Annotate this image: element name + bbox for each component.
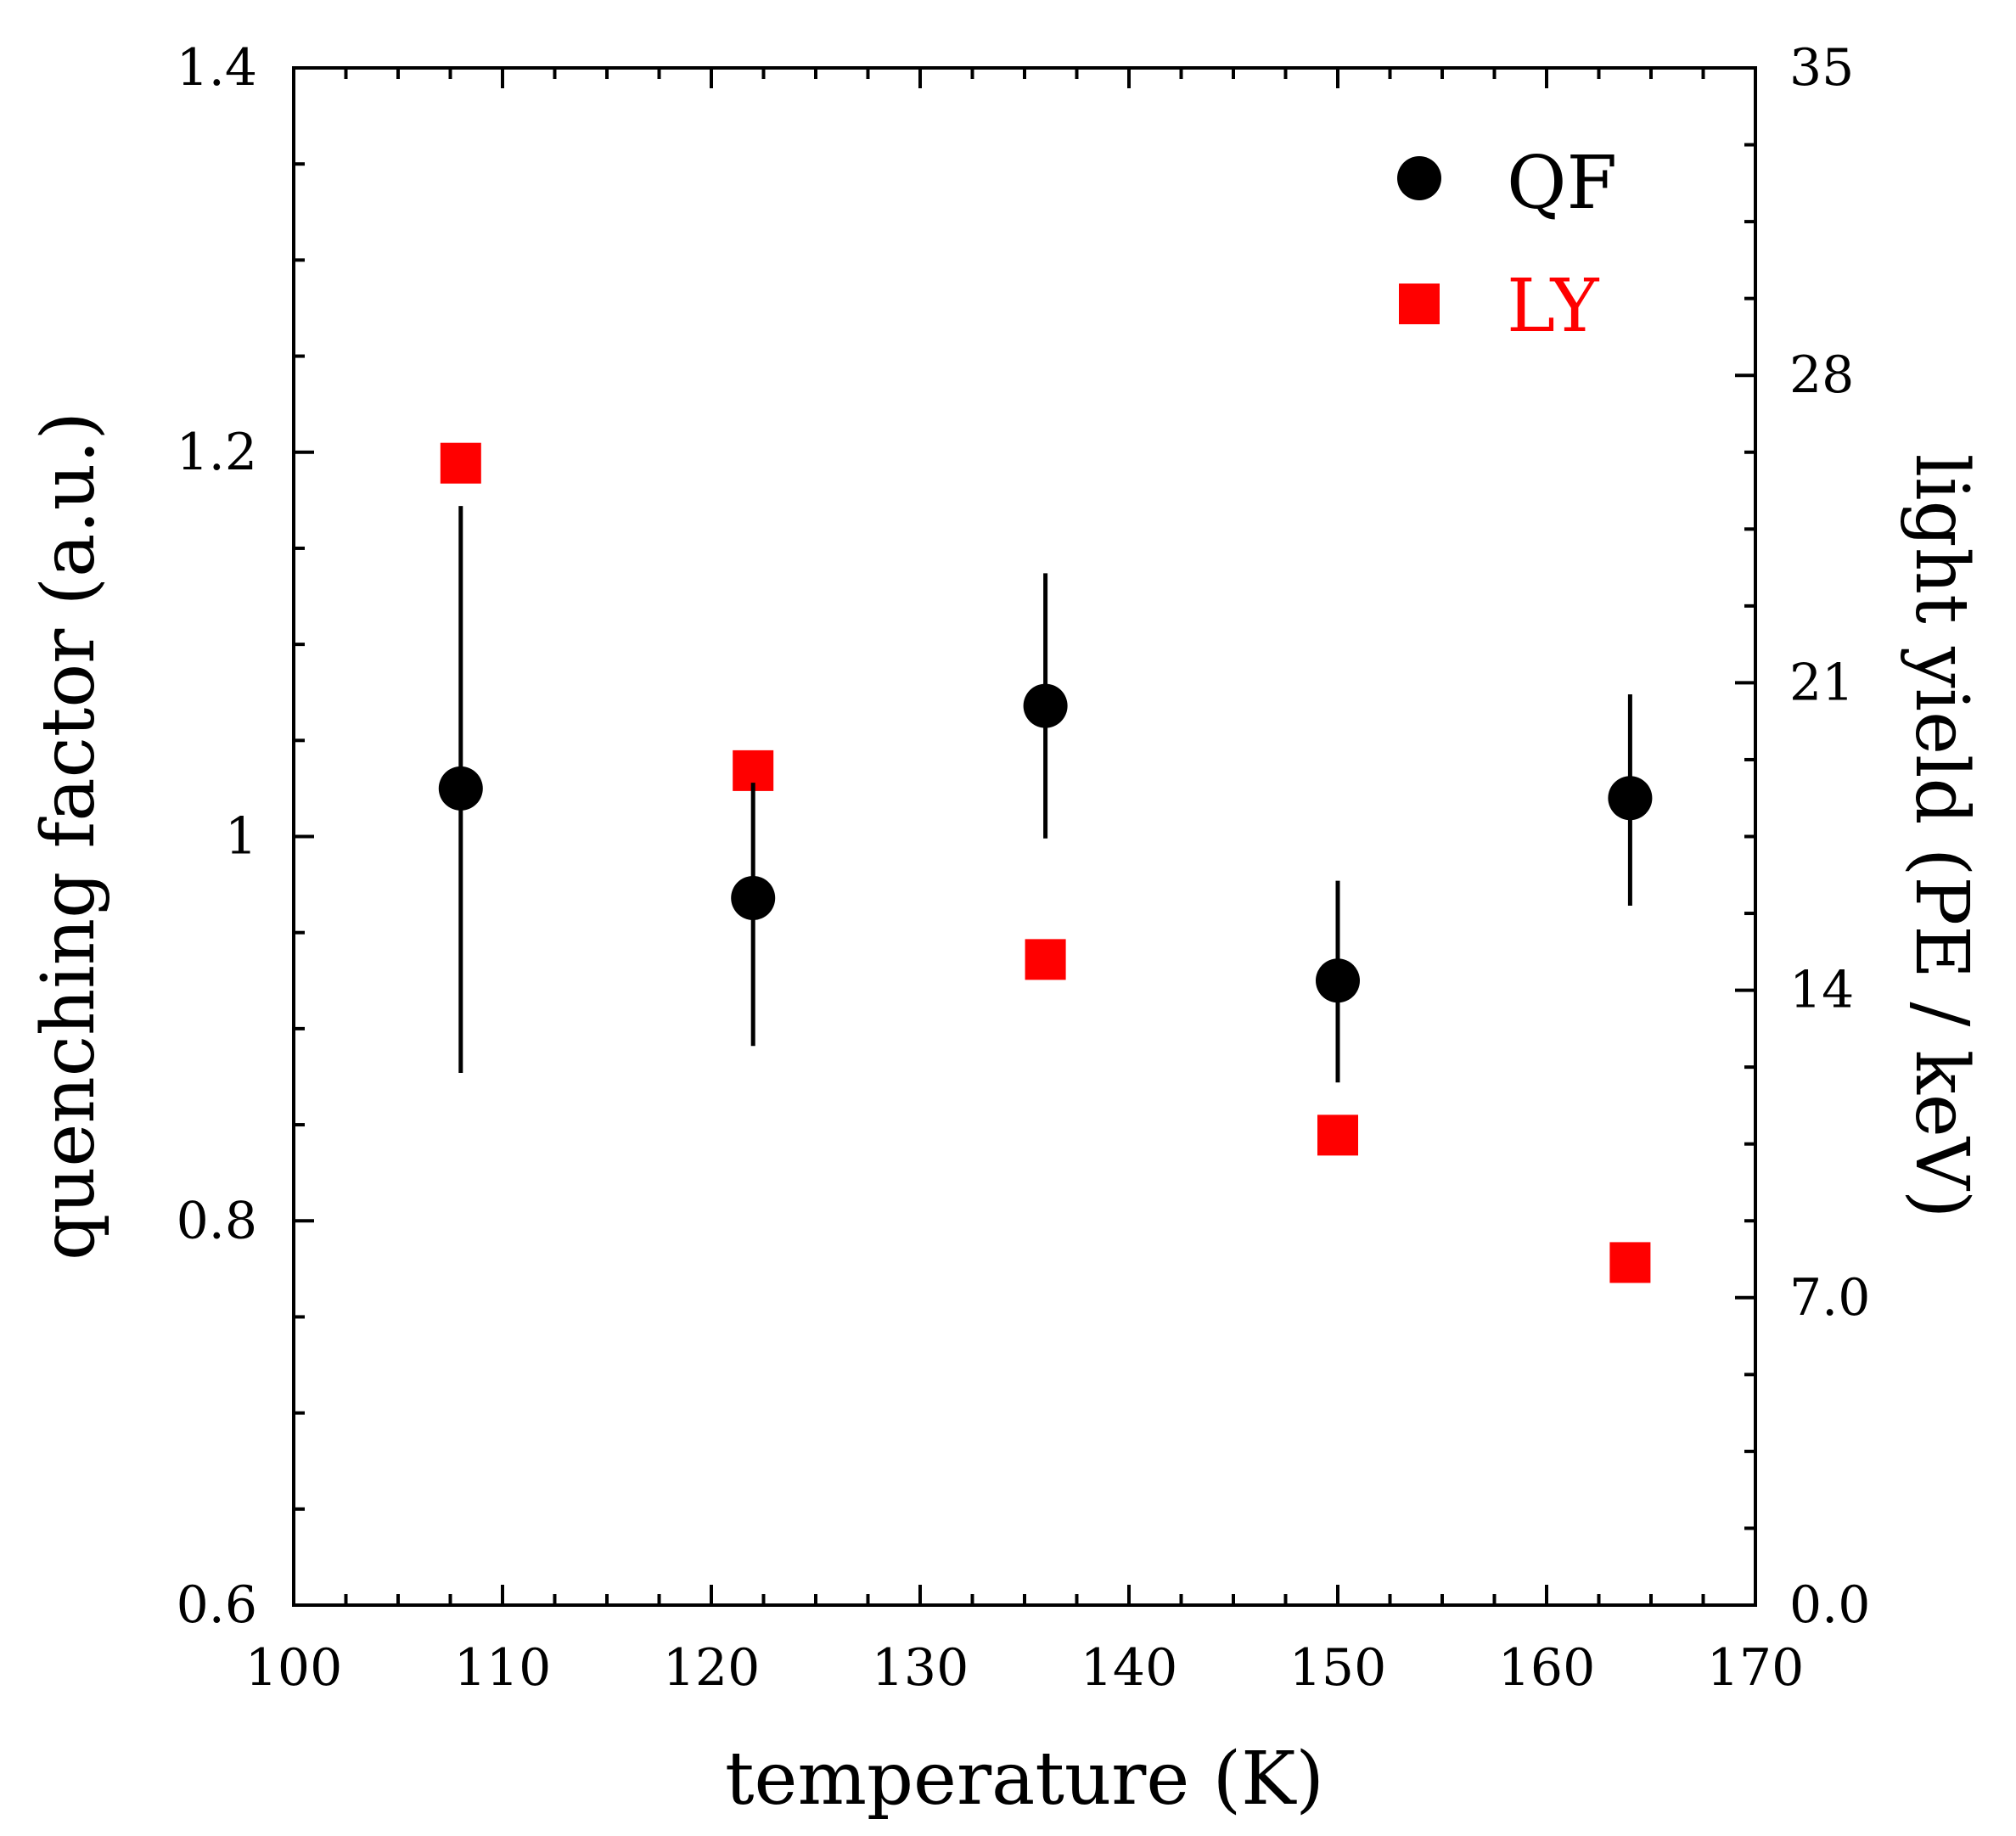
legend-qf-marker: [1397, 156, 1441, 200]
ly-point: [440, 442, 481, 484]
legend-qf-label: QF: [1507, 141, 1617, 226]
x-axis-label: temperature (K): [725, 1737, 1324, 1822]
x-tick-label: 100: [245, 1638, 343, 1698]
y-left-tick-label: 1.2: [177, 423, 257, 482]
y-left-tick-label: 0.6: [177, 1575, 257, 1635]
series-layer: [438, 442, 1653, 1283]
qf-point: [731, 875, 776, 920]
x-tick-label: 160: [1498, 1638, 1596, 1698]
ly-point: [1317, 1115, 1358, 1156]
x-tick-label: 170: [1707, 1638, 1805, 1698]
x-tick-label: 110: [454, 1638, 552, 1698]
ly-point: [1025, 939, 1066, 980]
legend-ly-label: LY: [1507, 264, 1600, 349]
y-right-tick-label: 0.0: [1789, 1575, 1870, 1635]
y-right-tick-label: 14: [1789, 961, 1854, 1020]
y-axis-label-left: quenching factor (a.u.): [26, 412, 111, 1260]
ly-point: [1609, 1242, 1651, 1283]
x-tick-label: 140: [1081, 1638, 1178, 1698]
x-tick-label: 120: [663, 1638, 761, 1698]
y-left-tick-label: 1.4: [177, 38, 257, 98]
y-right-tick-label: 28: [1789, 345, 1854, 405]
qf-point: [438, 766, 483, 811]
y-left-tick-label: 1: [225, 807, 257, 867]
y-axis-label-right: light yield (PE / keV): [1899, 454, 1984, 1219]
x-tick-label: 150: [1289, 1638, 1387, 1698]
x-tick-label: 130: [872, 1638, 969, 1698]
qf-point: [1023, 683, 1068, 728]
qf-point: [1316, 958, 1360, 1003]
legend-ly-marker: [1399, 284, 1440, 324]
y-right-tick-label: 21: [1789, 653, 1854, 712]
legend: QF LY: [1397, 141, 1617, 349]
qf-point: [1608, 776, 1653, 821]
y-right-tick-label: 35: [1789, 38, 1854, 98]
ticks-layer: 100 110 120 130 140 150 160 170 0.6 0.8 1 1.2 1.4 0.0…: [177, 38, 1871, 1698]
y-left-tick-label: 0.8: [177, 1191, 257, 1250]
y-right-tick-label: 7.0: [1789, 1268, 1870, 1328]
